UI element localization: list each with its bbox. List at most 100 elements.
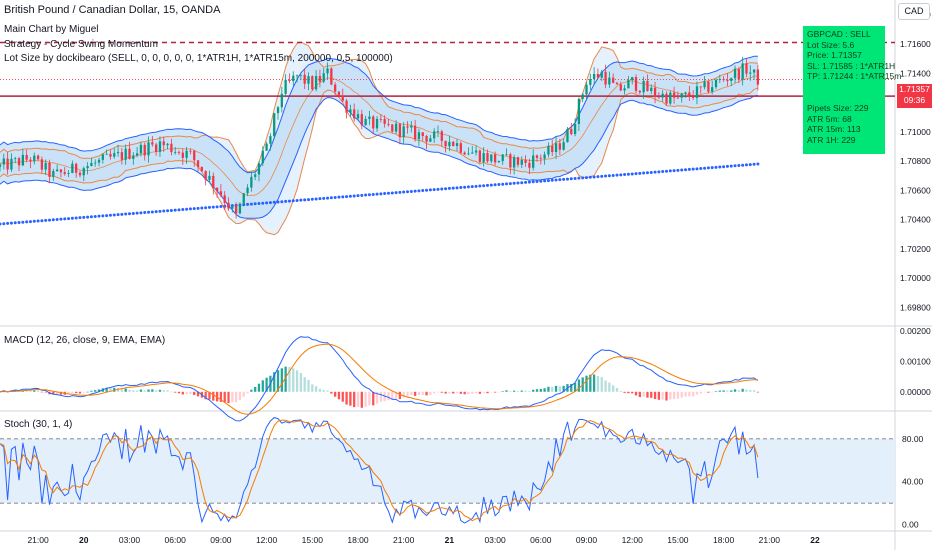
macd-histogram-bar — [745, 389, 748, 392]
candle-body — [383, 119, 386, 124]
stoch-label[interactable]: Stoch (30, 1, 4) — [4, 419, 73, 430]
macd-histogram-bar — [59, 391, 63, 395]
macd-histogram-bar — [155, 390, 158, 392]
candle-body — [634, 77, 638, 91]
bollinger-upper — [0, 41, 758, 173]
candle-body — [86, 166, 89, 169]
macd-histogram-bar — [231, 391, 234, 403]
macd-label[interactable]: MACD (12, 26, close, 9, EMA, EMA) — [4, 335, 166, 346]
stoch-d-line — [0, 419, 759, 522]
ema-dot — [642, 171, 646, 175]
candle-body — [334, 84, 337, 92]
candle-body — [661, 93, 664, 98]
candle-body — [295, 75, 299, 77]
candle-body — [589, 79, 592, 85]
candle-body — [185, 150, 188, 158]
indicator-main-chart[interactable]: Main Chart by Miguel — [4, 24, 99, 35]
ema-dot — [135, 211, 139, 215]
macd-histogram-bar — [543, 388, 546, 392]
candle-body — [17, 158, 21, 166]
macd-histogram-bar — [718, 390, 721, 392]
candle-body — [612, 77, 615, 83]
ema-dot — [200, 206, 204, 210]
candle-body — [692, 96, 695, 98]
candle-body — [257, 163, 261, 175]
ema-dot — [581, 176, 585, 180]
candle-body — [21, 154, 24, 166]
bollinger-lower — [0, 87, 759, 236]
macd-histogram-bar — [36, 390, 40, 392]
macd-histogram-bar — [425, 391, 428, 396]
candle-body — [532, 155, 535, 168]
macd-histogram-bar — [653, 391, 657, 400]
macd-histogram-bar — [242, 391, 245, 397]
ema-dot — [356, 194, 360, 198]
ema-dot — [272, 200, 276, 204]
ema-dot — [215, 205, 219, 209]
ema-dot — [51, 218, 55, 222]
ema-dot — [59, 217, 63, 221]
currency-button[interactable]: CAD — [898, 3, 930, 20]
candle-body — [109, 153, 112, 157]
ema-dot — [70, 216, 74, 220]
candle-body — [745, 63, 748, 74]
macd-histogram-bar — [387, 391, 390, 401]
ema-dot — [82, 215, 86, 219]
candle-body — [155, 144, 158, 152]
ema-dot — [657, 170, 661, 174]
candle-body — [608, 77, 611, 85]
ema-dot — [661, 170, 665, 174]
macd-histogram-bar — [322, 389, 325, 392]
ema-dot — [676, 168, 680, 172]
ema-dot — [44, 218, 48, 222]
ema-dot — [623, 173, 627, 177]
info-line: ATR 15m: 113 — [807, 124, 861, 135]
ema-dot — [108, 213, 112, 217]
macd-histogram-bar — [261, 380, 264, 392]
macd-histogram-bar — [627, 391, 630, 394]
macd-histogram-bar — [345, 391, 348, 405]
macd-histogram-bar — [193, 391, 196, 395]
macd-histogram-bar — [573, 382, 577, 392]
candle-body — [577, 98, 581, 125]
macd-histogram-bar — [421, 391, 424, 395]
ema-dot — [634, 172, 638, 176]
indicator-lot-size[interactable]: Lot Size by dockibearo (SELL, 0, 0, 0, 0… — [4, 53, 393, 64]
macd-histogram-bar — [646, 391, 649, 398]
indicator-strategy[interactable]: Strategy - Cycle Swing Momentum — [4, 39, 158, 50]
ema-dot — [345, 195, 349, 199]
ema-dot — [158, 209, 162, 213]
ema-dot — [649, 170, 653, 174]
ema-dot — [714, 165, 718, 169]
candle-body — [158, 141, 162, 152]
macd-histogram-bar — [714, 391, 718, 392]
candle-body — [174, 151, 177, 153]
macd-histogram-bar — [86, 391, 89, 393]
ema-dot — [143, 211, 147, 215]
ema-dot — [619, 173, 623, 177]
candle-body — [737, 69, 740, 80]
macd-histogram-bar — [402, 391, 405, 398]
macd-histogram-bar — [288, 367, 291, 392]
macd-histogram-bar — [733, 389, 737, 392]
candle-body — [33, 155, 36, 162]
time-tick-label: 09:00 — [576, 535, 598, 545]
candle-body — [162, 141, 165, 146]
price-tick-label: 1.70200 — [900, 244, 931, 254]
macd-histogram-bar — [577, 379, 581, 392]
candle-body — [604, 71, 607, 85]
candle-body — [444, 140, 447, 147]
ema-dot — [497, 183, 501, 187]
ema-dot — [725, 164, 729, 168]
ema-dot — [718, 165, 722, 169]
macd-histogram-bar — [177, 391, 181, 394]
macd-histogram-bar — [444, 391, 447, 394]
candle-body — [90, 162, 93, 167]
candle-body — [562, 142, 565, 150]
candle-body — [623, 88, 626, 91]
candle-body — [615, 82, 619, 85]
candle-body — [48, 162, 51, 177]
candle-body — [592, 74, 596, 80]
macd-histogram-bar — [692, 391, 695, 397]
